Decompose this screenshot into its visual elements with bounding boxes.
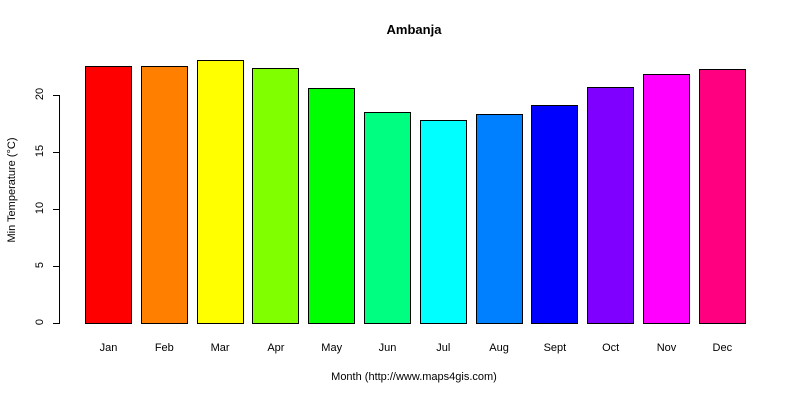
- x-tick-label: Apr: [267, 342, 285, 354]
- x-tick-label: Oct: [602, 342, 620, 354]
- x-tick-label: Jan: [99, 342, 118, 354]
- y-tick: [53, 152, 60, 153]
- bar-mar: [196, 59, 244, 324]
- bar-oct: [587, 86, 635, 324]
- bar-dec: [698, 68, 746, 324]
- x-tick-label: Jul: [436, 342, 451, 354]
- x-tick-label: Nov: [656, 342, 677, 354]
- x-tick-label: Aug: [489, 342, 509, 354]
- x-tick-label: Dec: [712, 342, 733, 354]
- y-tick: [53, 266, 60, 267]
- x-tick-label: Feb: [154, 342, 174, 354]
- y-tick: [53, 95, 60, 96]
- bar-jul: [419, 119, 467, 324]
- bar-jan: [85, 66, 132, 324]
- bar-may: [308, 88, 356, 324]
- bar-apr: [252, 67, 300, 324]
- x-tick-label: Sept: [543, 342, 567, 354]
- bar-jun: [364, 111, 411, 324]
- bar-nov: [643, 74, 690, 324]
- bar-feb: [140, 66, 188, 324]
- y-tick-label: 20: [34, 87, 46, 101]
- x-axis-label: Month (http://www.maps4gis.com): [331, 371, 497, 383]
- chart-title: Ambanja: [386, 22, 442, 37]
- bar-sept: [531, 105, 579, 324]
- x-tick-label: Jun: [378, 342, 397, 354]
- x-tick-label: May: [321, 342, 343, 354]
- bar-aug: [475, 114, 523, 324]
- y-tick: [53, 209, 60, 210]
- y-tick-label: 0: [34, 318, 46, 326]
- x-tick-label: Mar: [210, 342, 230, 354]
- y-tick-label: 5: [34, 261, 46, 269]
- y-tick-label: 10: [34, 201, 46, 215]
- y-tick-label: 15: [34, 144, 46, 158]
- y-tick: [53, 323, 60, 324]
